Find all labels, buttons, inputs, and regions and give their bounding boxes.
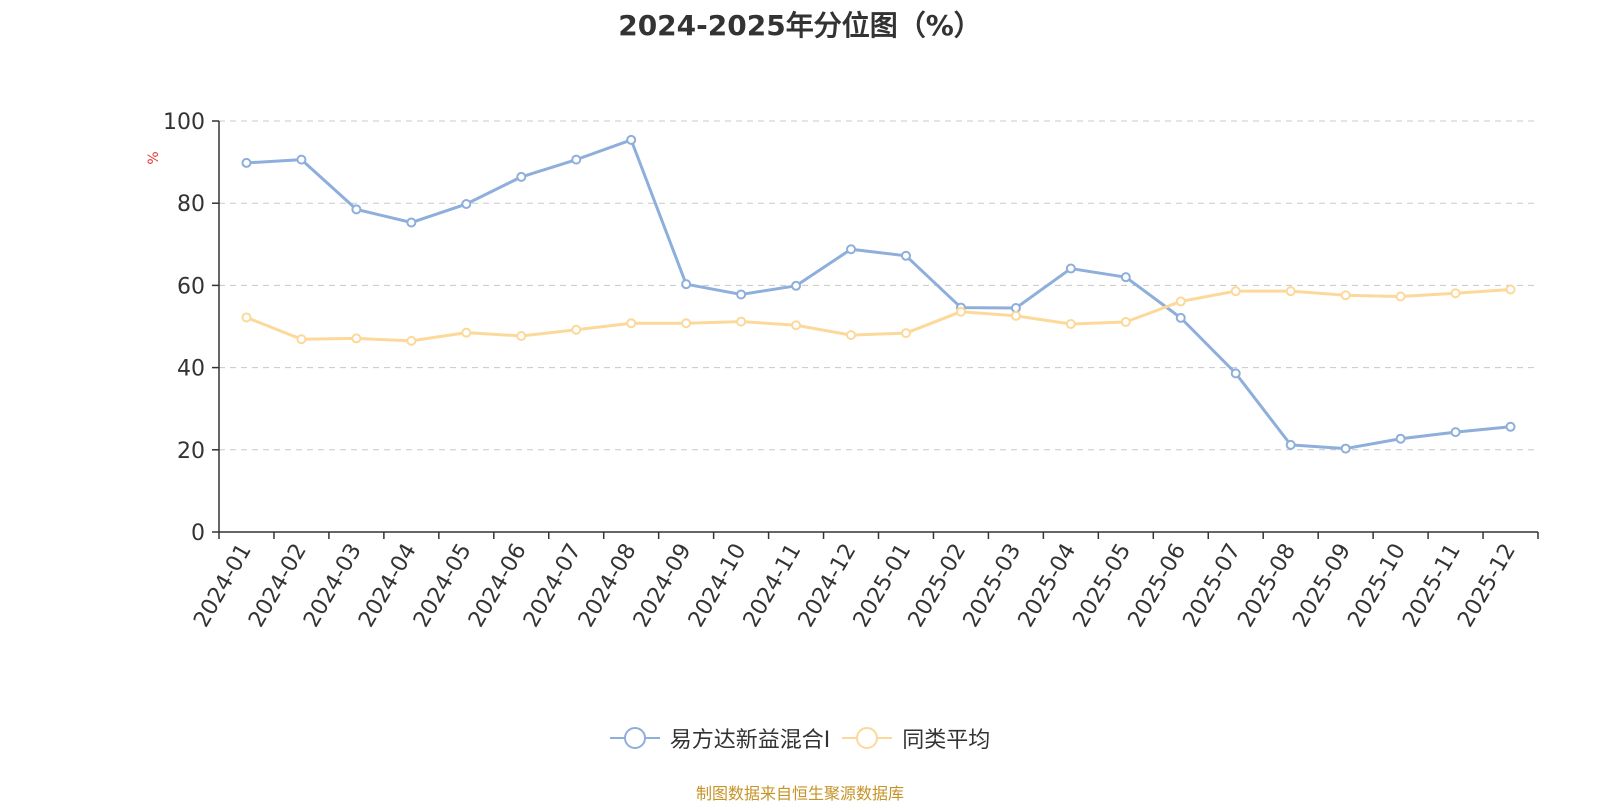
data-point[interactable] [626, 318, 637, 329]
data-point[interactable] [1120, 316, 1131, 327]
data-point[interactable] [1505, 421, 1516, 432]
data-point[interactable] [461, 199, 472, 210]
data-point[interactable] [1285, 439, 1296, 450]
chart-title: 2024-2025年分位图（%） [618, 9, 982, 42]
data-point[interactable] [516, 171, 527, 182]
data-point[interactable] [1010, 303, 1021, 314]
data-point[interactable] [1120, 272, 1131, 283]
y-tick-label: 40 [177, 357, 205, 382]
data-point[interactable] [571, 154, 582, 165]
data-point[interactable] [1230, 368, 1241, 379]
data-point[interactable] [1065, 319, 1076, 330]
data-point[interactable] [1065, 263, 1076, 274]
data-point[interactable] [736, 316, 747, 327]
legend-line-circle-icon [842, 727, 893, 749]
data-point[interactable] [900, 250, 911, 261]
legend-item-series-2[interactable]: 同类平均 [842, 722, 990, 754]
data-point[interactable] [351, 333, 362, 344]
series-line-2 [245, 288, 1511, 343]
legend-line-circle-icon [609, 727, 660, 749]
y-tick-label: 100 [163, 110, 205, 135]
data-point[interactable] [1450, 288, 1461, 299]
data-point[interactable] [846, 244, 857, 255]
data-point[interactable] [406, 335, 417, 346]
data-point[interactable] [296, 154, 307, 165]
data-point[interactable] [626, 134, 637, 145]
data-point[interactable] [351, 204, 362, 215]
data-point[interactable] [1175, 312, 1186, 323]
data-point[interactable] [681, 279, 692, 290]
data-point[interactable] [241, 157, 252, 168]
data-point[interactable] [681, 318, 692, 329]
series-line-1 [246, 138, 1511, 451]
data-point[interactable] [516, 330, 527, 341]
data-point[interactable] [571, 324, 582, 335]
data-point[interactable] [1395, 291, 1406, 302]
data-point[interactable] [1505, 284, 1516, 295]
data-point[interactable] [791, 320, 802, 331]
data-point[interactable] [955, 306, 966, 317]
data-point[interactable] [791, 280, 802, 291]
legend-label: 同类平均 [902, 728, 991, 753]
legend-item-series-1[interactable]: 易方达新益混合I [609, 722, 831, 754]
legend: 易方达新益混合I 同类平均 [0, 722, 1600, 754]
source-note: 制图数据来自恒生聚源数据库 [695, 784, 904, 803]
data-point[interactable] [900, 328, 911, 339]
data-point[interactable] [1340, 290, 1351, 301]
legend-label: 易方达新益混合I [669, 728, 831, 753]
y-tick-label: 20 [177, 439, 205, 464]
y-axis-label: % [146, 151, 162, 164]
y-tick-label: 80 [177, 192, 205, 217]
y-tick-label: 0 [191, 521, 205, 546]
data-point[interactable] [736, 289, 747, 300]
data-point[interactable] [1285, 286, 1296, 297]
data-point[interactable] [241, 312, 252, 323]
data-point[interactable] [1230, 286, 1241, 297]
data-point[interactable] [296, 334, 307, 345]
data-point[interactable] [461, 327, 472, 338]
data-point[interactable] [1340, 443, 1351, 454]
data-point[interactable] [1395, 433, 1406, 444]
data-point[interactable] [1010, 310, 1021, 321]
data-point[interactable] [406, 217, 417, 228]
data-point[interactable] [1175, 296, 1186, 307]
y-tick-label: 60 [177, 274, 205, 299]
data-point[interactable] [846, 330, 857, 341]
data-point[interactable] [1450, 427, 1461, 438]
